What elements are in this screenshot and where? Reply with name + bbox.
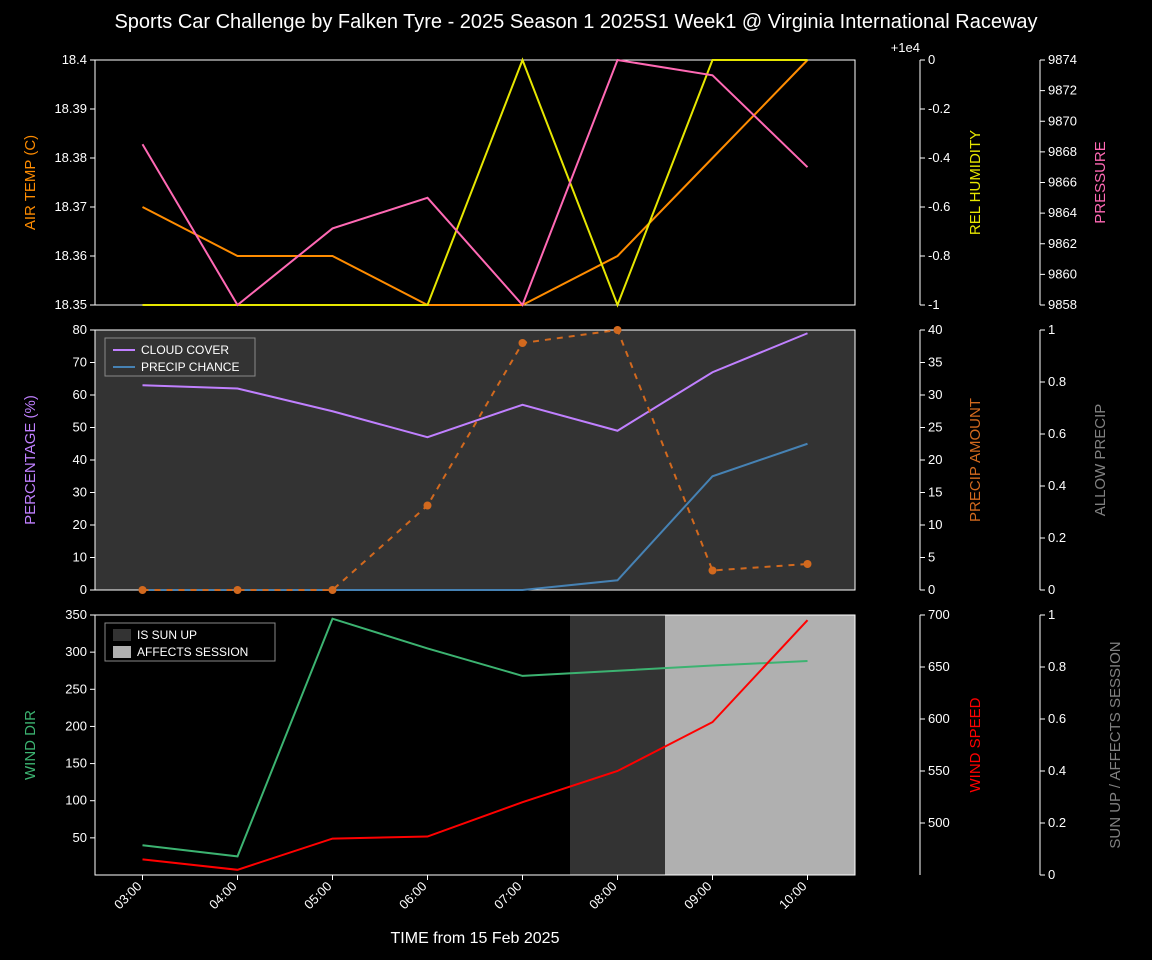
svg-text:18.36: 18.36 (54, 248, 87, 263)
y-axis-label: PRECIP AMOUNT (967, 398, 984, 522)
svg-text:9872: 9872 (1048, 83, 1077, 98)
svg-text:AFFECTS SESSION: AFFECTS SESSION (137, 645, 248, 659)
svg-text:18.39: 18.39 (54, 101, 87, 116)
svg-text:IS SUN UP: IS SUN UP (137, 628, 197, 642)
svg-text:0: 0 (1048, 582, 1055, 597)
svg-text:20: 20 (73, 517, 87, 532)
svg-text:350: 350 (65, 607, 87, 622)
svg-text:15: 15 (928, 485, 942, 500)
svg-text:9858: 9858 (1048, 297, 1077, 312)
svg-text:50: 50 (73, 830, 87, 845)
svg-text:18.35: 18.35 (54, 297, 87, 312)
svg-text:0.6: 0.6 (1048, 426, 1066, 441)
svg-text:250: 250 (65, 681, 87, 696)
svg-text:100: 100 (65, 793, 87, 808)
svg-text:1: 1 (1048, 322, 1055, 337)
svg-text:80: 80 (73, 322, 87, 337)
svg-text:-0.2: -0.2 (928, 101, 950, 116)
svg-text:9874: 9874 (1048, 52, 1077, 67)
svg-text:0: 0 (1048, 867, 1055, 882)
svg-text:600: 600 (928, 711, 950, 726)
x-axis-label: TIME from 15 Feb 2025 (391, 930, 560, 947)
svg-text:10: 10 (73, 550, 87, 565)
svg-text:5: 5 (928, 550, 935, 565)
svg-text:-0.8: -0.8 (928, 248, 950, 263)
svg-text:18.37: 18.37 (54, 199, 87, 214)
svg-text:0: 0 (80, 582, 87, 597)
svg-text:+1e4: +1e4 (891, 40, 920, 55)
svg-text:0.2: 0.2 (1048, 815, 1066, 830)
svg-text:500: 500 (928, 815, 950, 830)
y-axis-label: PRESSURE (1092, 141, 1109, 224)
y-axis-label: AIR TEMP (C) (22, 135, 39, 230)
y-axis-label: WIND DIR (22, 710, 39, 780)
svg-text:0: 0 (928, 52, 935, 67)
svg-text:30: 30 (73, 485, 87, 500)
svg-text:550: 550 (928, 763, 950, 778)
svg-text:CLOUD COVER: CLOUD COVER (141, 343, 229, 357)
svg-text:-1: -1 (928, 297, 940, 312)
svg-text:30: 30 (928, 387, 942, 402)
y-axis-label: SUN UP / AFFECTS SESSION (1107, 641, 1124, 848)
svg-text:9862: 9862 (1048, 236, 1077, 251)
svg-text:150: 150 (65, 756, 87, 771)
svg-text:-0.4: -0.4 (928, 150, 950, 165)
svg-text:1: 1 (1048, 607, 1055, 622)
svg-text:50: 50 (73, 420, 87, 435)
svg-text:9866: 9866 (1048, 175, 1077, 190)
y-axis-label: REL HUMIDITY (967, 130, 984, 235)
svg-text:9860: 9860 (1048, 266, 1077, 281)
svg-text:PRECIP CHANCE: PRECIP CHANCE (141, 360, 239, 374)
svg-text:70: 70 (73, 355, 87, 370)
svg-text:0.4: 0.4 (1048, 478, 1066, 493)
svg-text:0.8: 0.8 (1048, 374, 1066, 389)
svg-text:25: 25 (928, 420, 942, 435)
svg-text:0.2: 0.2 (1048, 530, 1066, 545)
svg-text:0.8: 0.8 (1048, 659, 1066, 674)
y-axis-label: PERCENTAGE (%) (22, 395, 39, 525)
y-axis-label: ALLOW PRECIP (1092, 404, 1109, 517)
svg-text:0.4: 0.4 (1048, 763, 1066, 778)
svg-text:40: 40 (928, 322, 942, 337)
svg-text:9864: 9864 (1048, 205, 1077, 220)
svg-text:200: 200 (65, 718, 87, 733)
svg-text:9868: 9868 (1048, 144, 1077, 159)
y-axis-label: WIND SPEED (967, 697, 984, 792)
svg-text:650: 650 (928, 659, 950, 674)
svg-text:35: 35 (928, 355, 942, 370)
svg-text:20: 20 (928, 452, 942, 467)
svg-text:18.38: 18.38 (54, 150, 87, 165)
svg-text:10: 10 (928, 517, 942, 532)
svg-text:-0.6: -0.6 (928, 199, 950, 214)
svg-text:18.4: 18.4 (62, 52, 87, 67)
chart-title: Sports Car Challenge by Falken Tyre - 20… (114, 11, 1037, 33)
svg-text:9870: 9870 (1048, 113, 1077, 128)
svg-text:300: 300 (65, 644, 87, 659)
svg-text:0: 0 (928, 582, 935, 597)
svg-text:0.6: 0.6 (1048, 711, 1066, 726)
svg-text:60: 60 (73, 387, 87, 402)
svg-text:40: 40 (73, 452, 87, 467)
svg-text:700: 700 (928, 607, 950, 622)
